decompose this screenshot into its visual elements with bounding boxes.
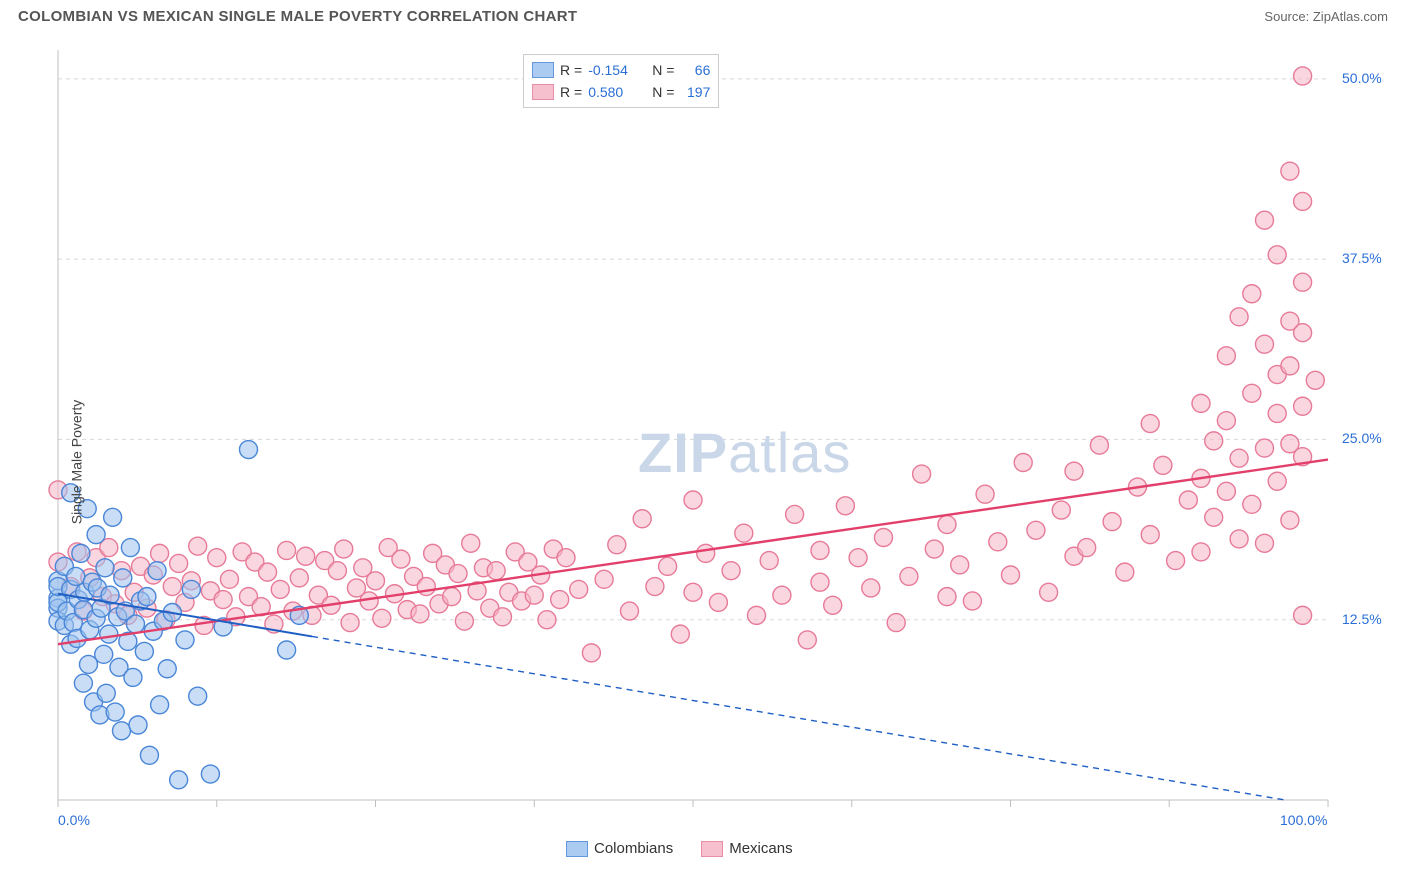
- y-axis-label: Single Male Poverty: [68, 400, 84, 525]
- y-tick-label: 12.5%: [1342, 611, 1382, 627]
- chart-source: Source: ZipAtlas.com: [1264, 9, 1388, 24]
- x-tick-label: 0.0%: [58, 812, 90, 828]
- chart-container: Single Male Poverty ZIPatlas R = -0.154 …: [18, 40, 1388, 884]
- x-tick-label: 100.0%: [1280, 812, 1327, 828]
- scatter-plot: [18, 40, 1338, 830]
- y-tick-label: 37.5%: [1342, 250, 1382, 266]
- y-tick-label: 50.0%: [1342, 70, 1382, 86]
- source-link[interactable]: ZipAtlas.com: [1313, 9, 1388, 24]
- y-tick-label: 25.0%: [1342, 430, 1382, 446]
- legend-row-colombians: R = -0.154 N = 66: [532, 59, 710, 81]
- correlation-legend: R = -0.154 N = 66 R = 0.580 N = 197: [523, 54, 719, 108]
- legend-item-mexicans: Mexicans: [701, 840, 792, 857]
- series-legend: Colombians Mexicans: [566, 840, 793, 857]
- chart-title: COLOMBIAN VS MEXICAN SINGLE MALE POVERTY…: [18, 8, 577, 25]
- legend-row-mexicans: R = 0.580 N = 197: [532, 81, 710, 103]
- legend-item-colombians: Colombians: [566, 840, 673, 857]
